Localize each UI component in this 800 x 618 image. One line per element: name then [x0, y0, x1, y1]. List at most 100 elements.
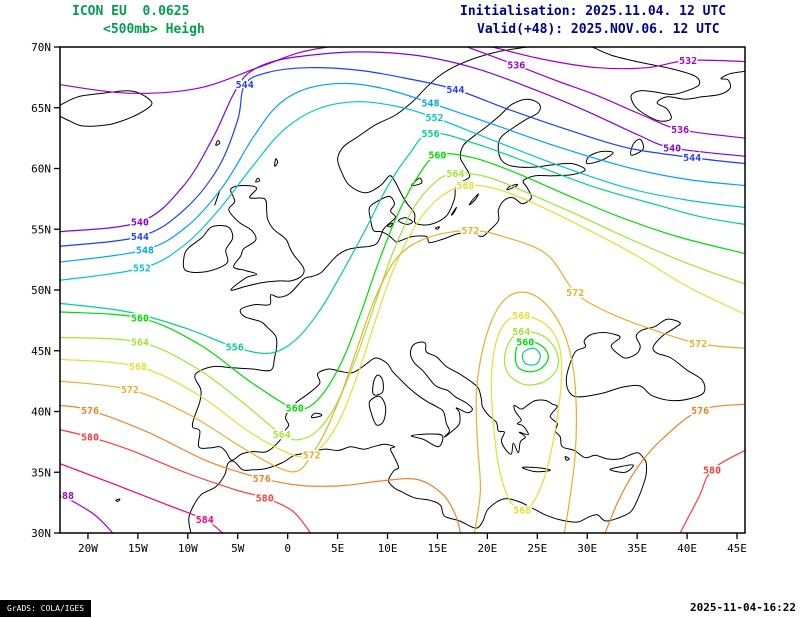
lon-tick-label: 45E: [727, 542, 747, 555]
coastline-path: [592, 47, 745, 122]
coastline-path: [450, 206, 457, 216]
lat-tick-label: 30N: [31, 527, 51, 540]
contour-548: [60, 82, 745, 263]
coastline-path: [182, 224, 234, 274]
contour-lines: [60, 47, 745, 533]
contour-540: [60, 51, 745, 233]
coastline-path: [564, 456, 570, 461]
contour-568: [490, 314, 563, 511]
coastline-path: [410, 433, 444, 448]
coastline-path: [215, 140, 221, 146]
lat-tick-label: 50N: [31, 284, 51, 297]
contour-572: [60, 229, 745, 473]
contour-label-576: 576: [81, 406, 99, 417]
coastline-path: [228, 184, 305, 291]
contour-label-564: 564: [131, 338, 149, 349]
contour-label-560: 560: [516, 338, 534, 349]
lon-tick-label: 40E: [677, 542, 697, 555]
lat-tick-label: 70N: [31, 41, 51, 54]
contour-label-540: 540: [663, 143, 681, 154]
coastline-path: [188, 47, 648, 533]
lat-tick-label: 40N: [31, 406, 51, 419]
grads-credit-text: GrADS: COLA/IGES: [7, 604, 85, 613]
contour-label-532: 532: [679, 56, 697, 67]
coastline-path: [565, 318, 706, 402]
contour-580: [679, 449, 745, 533]
contour-576: [604, 403, 745, 533]
contour-label-564: 564: [446, 169, 464, 180]
contour-label-544: 544: [131, 232, 149, 243]
contour-568: [60, 184, 745, 458]
contour-label-560: 560: [428, 151, 446, 162]
contour-536: [467, 47, 745, 139]
contour-label-552: 552: [425, 113, 443, 124]
grads-credit-badge: GrADS: COLA/IGES: [0, 600, 92, 617]
contour-552: [60, 101, 745, 281]
coastline-path: [372, 374, 384, 396]
lon-tick-label: 35E: [627, 542, 647, 555]
coastline-path: [386, 222, 394, 228]
contour-label-580: 580: [81, 433, 99, 444]
contour-label-536: 536: [671, 125, 689, 136]
contour-label-572: 572: [566, 288, 584, 299]
contour-label-572: 572: [121, 385, 139, 396]
lat-tick-label: 45N: [31, 345, 51, 358]
lat-tick-label: 55N: [31, 223, 51, 236]
lon-tick-label: 20W: [78, 542, 98, 555]
contour-532: [492, 47, 745, 70]
lat-tick-label: 60N: [31, 163, 51, 176]
contour-label-584: 584: [196, 515, 214, 526]
lon-tick-label: 15E: [428, 542, 448, 555]
coastline-path: [468, 193, 479, 206]
model-title: ICON EU 0.0625: [72, 4, 190, 19]
parameter-title: <500mb> Heigh: [103, 22, 205, 37]
contour-label-580: 580: [703, 465, 721, 476]
contour-label-568: 568: [456, 181, 474, 192]
contour-560: [60, 153, 745, 410]
contour-label-572: 572: [303, 451, 321, 462]
contour-536: [60, 47, 328, 94]
contour-576: [60, 404, 461, 533]
lon-tick-label: 0: [284, 542, 291, 555]
contour-564: [503, 330, 559, 386]
contour-580: [60, 429, 312, 533]
init-time: Initialisation: 2025.11.04. 12 UTC: [460, 4, 727, 19]
lon-tick-label: 10E: [378, 542, 398, 555]
coastline-path: [255, 177, 261, 183]
contour-label-564: 564: [273, 430, 291, 441]
lon-tick-label: 25E: [527, 542, 547, 555]
coastline-path: [521, 466, 551, 473]
lon-tick-label: 5E: [331, 542, 344, 555]
contour-label-540: 540: [131, 218, 149, 229]
contour-label-568: 568: [512, 311, 530, 322]
contour-label-556: 556: [226, 343, 244, 354]
contour-label-580: 580: [256, 493, 274, 504]
lat-tick-label: 65N: [31, 102, 51, 115]
coastline-path: [398, 217, 413, 225]
coastline-path: [368, 395, 387, 426]
contour-label-576: 576: [691, 406, 709, 417]
coastline-path: [506, 183, 519, 191]
contour-label-560: 560: [131, 313, 149, 324]
contour-556: [521, 347, 541, 366]
contour-label-544: 544: [236, 80, 254, 91]
contour-label-544: 544: [683, 153, 701, 164]
axes: 70N 65N 60N 55N 50N 45N 40N 35N 30N 20W 15W 10W 5W 0 5…: [31, 41, 747, 555]
contour-544: [60, 67, 745, 247]
lon-tick-label: 30E: [577, 542, 597, 555]
contour-label-564: 564: [512, 327, 530, 338]
contour-588: [60, 493, 114, 533]
lon-tick-label: 5W: [231, 542, 245, 555]
contour-label-560: 560: [286, 403, 304, 414]
contour-label-552: 552: [133, 264, 151, 275]
contour-label-548: 548: [421, 98, 439, 109]
coastline-path: [310, 412, 323, 419]
contour-556: [60, 132, 745, 355]
contour-572: [473, 291, 578, 533]
contour-label-544: 544: [446, 85, 464, 96]
coastline-path: [60, 90, 153, 127]
lat-tick-label: 35N: [31, 466, 51, 479]
